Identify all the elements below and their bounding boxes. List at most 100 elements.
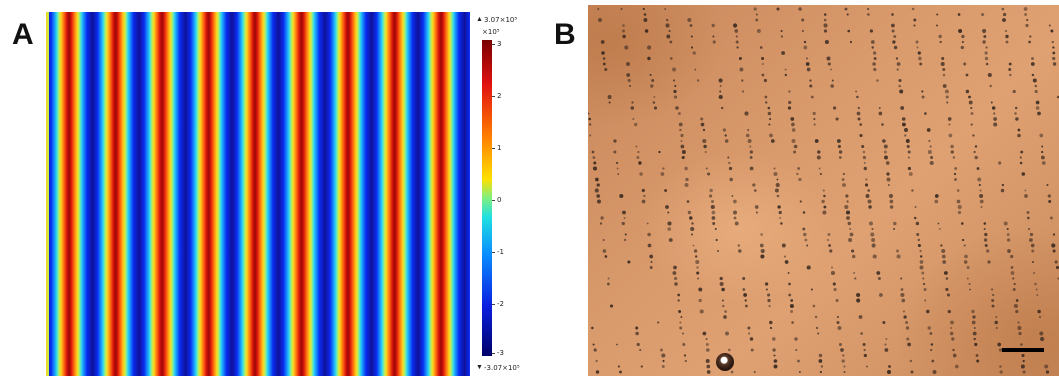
particle-dot [911, 189, 914, 192]
particle-dot [735, 35, 738, 38]
particle-dot [812, 304, 816, 308]
particle-dot [858, 315, 863, 319]
particle-dot [809, 84, 813, 88]
particle-dot [627, 260, 631, 264]
particle-dot [917, 51, 921, 55]
particle-dot [871, 238, 876, 242]
particle-dot [715, 238, 718, 242]
particle-dot [728, 166, 733, 171]
particle-dot [946, 101, 949, 104]
particle-dot [899, 89, 904, 94]
particle-dot [742, 277, 746, 280]
particle-dot [976, 167, 980, 170]
particle-dot [595, 177, 599, 182]
particle-dot [948, 123, 951, 126]
particle-dot [779, 217, 781, 219]
particle-dot [902, 310, 906, 313]
particle-dot [1006, 238, 1011, 242]
particle-dot [653, 96, 656, 98]
particle-dot [784, 73, 788, 77]
particle-dot [621, 29, 626, 33]
particle-dot [687, 210, 692, 215]
particle-dot [963, 62, 967, 66]
particle-dot [780, 35, 784, 38]
particle-dot [845, 210, 851, 215]
particle-dot [984, 232, 988, 237]
particle-dot [1034, 84, 1038, 88]
particle-dot [816, 155, 821, 160]
particle-dot [969, 288, 971, 291]
particle-dot [613, 150, 617, 154]
particle-dot [794, 337, 798, 341]
particle-dot [900, 106, 905, 110]
particle-dot [1003, 221, 1008, 226]
particle-dot [592, 343, 595, 346]
particle-dot [700, 117, 704, 121]
particle-dot [855, 90, 858, 93]
particle-dot [968, 100, 973, 105]
particle-dot [640, 365, 643, 368]
particle-dot [796, 172, 799, 176]
particle-dot [983, 222, 987, 225]
particle-dot [813, 117, 816, 121]
particle-dot [1031, 249, 1035, 253]
particle-dot [702, 128, 706, 132]
particle-dot [1006, 233, 1010, 236]
particle-dot [773, 364, 778, 369]
particle-dot [823, 13, 827, 16]
particle-dot [696, 271, 700, 275]
particle-dot [968, 282, 971, 286]
particle-dot [942, 260, 947, 264]
particle-dot [986, 249, 990, 253]
particle-dot [617, 173, 620, 175]
particle-dot [677, 112, 681, 115]
particle-dot [1024, 189, 1027, 192]
particle-dot [901, 117, 906, 121]
particle-dot [930, 348, 933, 352]
particle-dot [961, 34, 965, 39]
particle-dot [597, 8, 600, 10]
particle-dot [781, 51, 786, 55]
particle-dot [739, 67, 744, 72]
particle-dot [588, 123, 592, 126]
particle-dot [602, 239, 605, 241]
particle-dot [960, 45, 964, 50]
particle-dot [643, 13, 647, 16]
particle-dot [1039, 133, 1044, 138]
particle-dot [798, 371, 801, 373]
particle-dot [787, 272, 790, 274]
particle-dot [761, 73, 765, 77]
particle-dot [998, 348, 1003, 352]
particle-dot [711, 200, 714, 203]
particle-dot [1028, 40, 1031, 44]
colorbar-max-label: 3.07×10⁵ [484, 16, 518, 24]
particle-dot [725, 331, 729, 336]
particle-dot [745, 133, 750, 138]
particle-dot [631, 101, 634, 104]
particle-dot [765, 288, 768, 291]
particle-dot [917, 238, 921, 242]
particle-dot [888, 365, 891, 368]
particle-dot [1015, 309, 1019, 314]
particle-dot [662, 359, 665, 363]
particle-dot [891, 13, 894, 16]
particle-dot [896, 68, 899, 71]
particle-dot [900, 292, 905, 298]
particle-dot [809, 79, 812, 82]
colorbar-tick-mark [492, 304, 495, 305]
particle-dot [673, 95, 678, 99]
particle-dot [979, 189, 982, 192]
particle-dot [954, 364, 959, 369]
particle-dot [968, 95, 971, 99]
particle-dot [647, 232, 651, 237]
particle-dot [919, 265, 924, 270]
particle-dot [817, 332, 820, 335]
particle-dot [871, 46, 874, 49]
particle-dot [916, 46, 919, 49]
particle-dot [848, 237, 853, 243]
particle-dot [705, 359, 710, 363]
particle-dot [942, 68, 946, 71]
particle-dot [918, 56, 922, 61]
particle-dot [1033, 272, 1036, 274]
particle-dot [1041, 145, 1044, 148]
